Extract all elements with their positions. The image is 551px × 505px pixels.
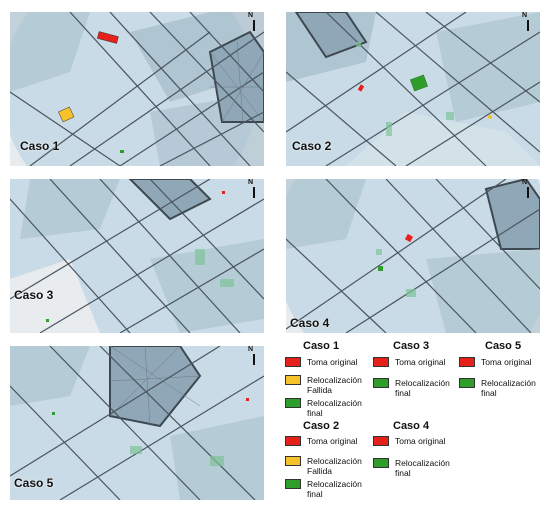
green-swatch-icon bbox=[373, 378, 389, 388]
legend-title-caso-5: Caso 5 bbox=[485, 340, 522, 352]
yellow-swatch-icon bbox=[285, 456, 301, 466]
map-caso-3 bbox=[10, 179, 264, 333]
north-arrow-icon: N bbox=[522, 179, 532, 199]
map-panel-caso-4[interactable]: Caso 4 N bbox=[286, 179, 540, 333]
map-caso-2 bbox=[286, 12, 540, 166]
map-caso-5 bbox=[10, 346, 264, 500]
yellow-swatch-icon bbox=[285, 375, 301, 385]
north-arrow-icon: N bbox=[248, 179, 258, 199]
map-panel-caso-1[interactable]: Caso 1 N bbox=[10, 12, 264, 166]
red-swatch-icon bbox=[373, 357, 389, 367]
panel-label: Caso 2 bbox=[292, 139, 332, 153]
red-swatch-icon bbox=[285, 357, 301, 367]
green-swatch-icon bbox=[373, 458, 389, 468]
legend-title-caso-4: Caso 4 bbox=[393, 420, 430, 432]
red-swatch-icon bbox=[373, 436, 389, 446]
legend-title-caso-1: Caso 1 bbox=[303, 340, 340, 352]
red-swatch-icon bbox=[285, 436, 301, 446]
map-panel-caso-5[interactable]: Caso 5 N bbox=[10, 346, 264, 500]
green-swatch-icon bbox=[285, 479, 301, 489]
map-caso-1 bbox=[10, 12, 264, 166]
legend-title-caso-3: Caso 3 bbox=[393, 340, 430, 352]
map-panel-caso-3[interactable]: Caso 3 N bbox=[10, 179, 264, 333]
green-swatch-icon bbox=[285, 398, 301, 408]
legend-title-caso-2: Caso 2 bbox=[303, 420, 340, 432]
north-arrow-icon: N bbox=[248, 346, 258, 366]
panel-label: Caso 1 bbox=[20, 139, 60, 153]
map-legend: Caso 1 Toma original Relocalización Fall… bbox=[281, 340, 549, 502]
panel-label: Caso 3 bbox=[14, 288, 54, 302]
north-arrow-icon: N bbox=[248, 12, 258, 32]
map-caso-4 bbox=[286, 179, 540, 333]
map-panel-caso-2[interactable]: Caso 2 N bbox=[286, 12, 540, 166]
panel-label: Caso 4 bbox=[290, 316, 330, 330]
north-arrow-icon: N bbox=[522, 12, 532, 32]
panel-label: Caso 5 bbox=[14, 476, 54, 490]
green-swatch-icon bbox=[459, 378, 475, 388]
red-swatch-icon bbox=[459, 357, 475, 367]
